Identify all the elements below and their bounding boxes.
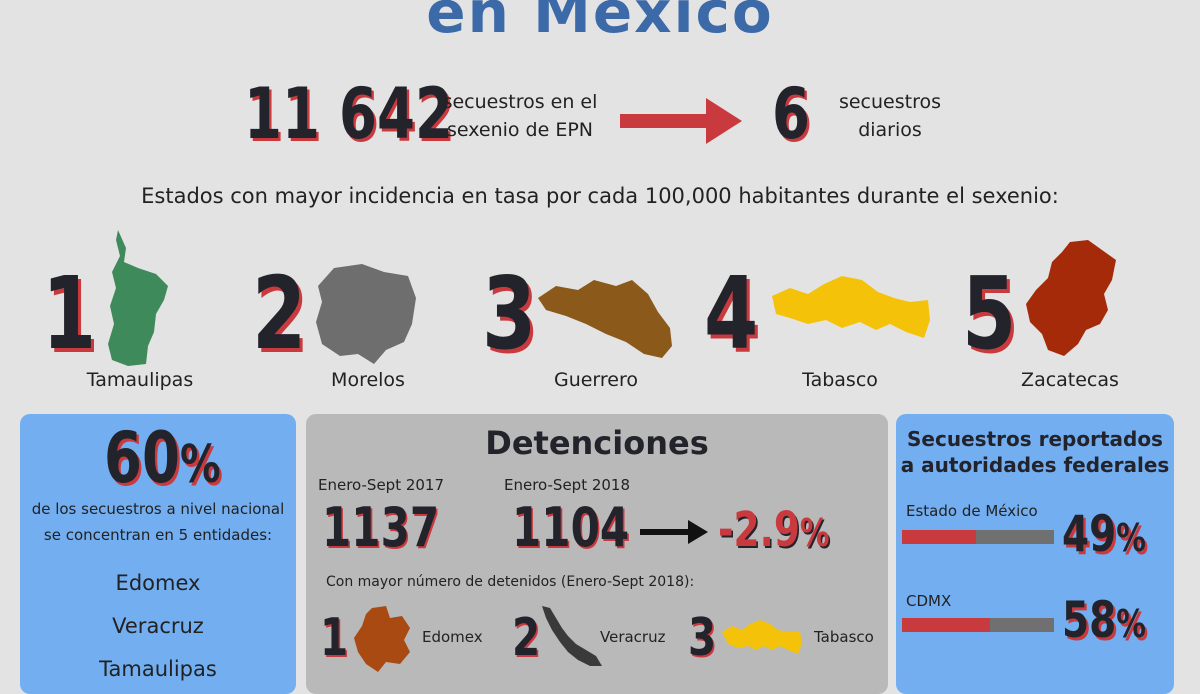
detentions-value-2018: 1104: [512, 496, 630, 559]
concentration-percent-value: 60: [104, 417, 180, 499]
top-detentions-name-3: Tabasco: [814, 628, 874, 646]
state-rank-5: 5: [962, 255, 1017, 372]
edomex-map-icon: [354, 606, 410, 672]
federal-report-percent-1-sign: %: [1116, 516, 1146, 560]
federal-report-bar-1: [902, 530, 1054, 544]
state-name-2: Morelos: [331, 369, 405, 391]
federal-report-percent-2-sign: %: [1116, 602, 1146, 646]
federal-reports-panel: Secuestros reportados a autoridades fede…: [896, 414, 1174, 694]
state-rank-2: 2: [252, 255, 307, 372]
state-name-3: Guerrero: [553, 369, 639, 391]
federal-report-bar-fill-2: [902, 618, 991, 632]
federal-report-name-2: CDMX: [906, 592, 952, 610]
total-text-line1: secuestros en el: [442, 91, 598, 113]
state-rank-4: 4: [704, 255, 759, 372]
federal-reports-title-line1: Secuestros reportados: [907, 427, 1163, 451]
state-rank-3: 3: [482, 255, 537, 372]
total-text-line2: sexenio de EPN: [446, 119, 594, 141]
detentions-change-sign: %: [799, 511, 830, 555]
top-detentions-rank-2: 2: [512, 608, 541, 668]
federal-report-percent-2-value: 58: [1062, 591, 1117, 649]
top-detentions-rank-1: 1: [320, 608, 349, 668]
concentration-entities-list: Edomex Veracruz Tamaulipas: [20, 562, 296, 691]
concentration-percent-sign: %: [179, 435, 221, 495]
state-name-5: Zacatecas: [1021, 369, 1119, 391]
federal-report-name-1: Estado de México: [906, 502, 1038, 520]
concentration-text: de los secuestros a nivel nacional se co…: [20, 496, 296, 548]
entity-item: Veracruz: [112, 614, 204, 638]
top-detentions-name-2: Veracruz: [600, 628, 666, 646]
tamaulipas-map-icon: [108, 230, 168, 366]
state-name-1: Tamaulipas: [86, 369, 194, 391]
state-name-4: Tabasco: [802, 369, 878, 391]
federal-reports-title-line2: a autoridades federales: [900, 453, 1170, 477]
federal-report-percent-1-value: 49: [1062, 505, 1117, 563]
detentions-title: Detenciones: [485, 424, 709, 462]
concentration-panel: 60% de los secuestros a nivel nacional s…: [20, 414, 296, 694]
entity-item: Tamaulipas: [99, 657, 217, 681]
federal-reports-title: Secuestros reportados a autoridades fede…: [896, 426, 1174, 478]
daily-text-line2: diarios: [858, 119, 922, 141]
top-detentions-name-1: Edomex: [422, 628, 483, 646]
guerrero-map-icon: [538, 280, 672, 358]
detentions-period-2018: Enero-Sept 2018: [504, 476, 631, 494]
states-heading: Estados con mayor incidencia en tasa por…: [141, 184, 1059, 208]
morelos-map-icon: [316, 264, 416, 364]
detentions-change: -2.9%: [718, 502, 830, 561]
detentions-top-heading: Con mayor número de detenidos (Enero-Sep…: [326, 574, 695, 590]
detentions-change-value: -2.9: [718, 502, 800, 558]
total-kidnappings-number: 11 642: [244, 73, 453, 155]
page-title: en Mexico: [426, 0, 774, 46]
federal-report-percent-1: 49%: [1062, 506, 1146, 566]
state-rank-1: 1: [42, 255, 97, 372]
daily-text-line1: secuestros: [838, 91, 942, 113]
daily-kidnappings-text: secuestros diarios: [820, 88, 960, 144]
federal-report-bar-2: [902, 618, 1054, 632]
concentration-percent: 60%: [104, 420, 221, 503]
daily-kidnappings-number: 6: [772, 73, 811, 155]
federal-report-bar-fill-1: [902, 530, 977, 544]
concentration-text-line1: de los secuestros a nivel nacional: [31, 500, 285, 518]
zacatecas-map-icon: [1026, 240, 1116, 356]
detentions-panel: Detenciones Enero-Sept 2017 1137 Enero-S…: [306, 414, 888, 694]
detentions-period-2017: Enero-Sept 2017: [318, 476, 445, 494]
concentration-text-line2: se concentran en 5 entidades:: [43, 526, 273, 544]
veracruz-map-icon: [542, 606, 602, 666]
detentions-value-2017: 1137: [322, 496, 440, 559]
total-kidnappings-text: secuestros en el sexenio de EPN: [430, 88, 610, 144]
tabasco-map-icon: [772, 276, 930, 338]
arrow-right-icon: [640, 520, 708, 544]
tabasco-small-map-icon: [722, 620, 802, 654]
arrow-right-icon: [620, 98, 742, 144]
top-detentions-rank-3: 3: [688, 608, 717, 668]
entity-item: Edomex: [115, 571, 201, 595]
federal-report-percent-2: 58%: [1062, 592, 1146, 652]
